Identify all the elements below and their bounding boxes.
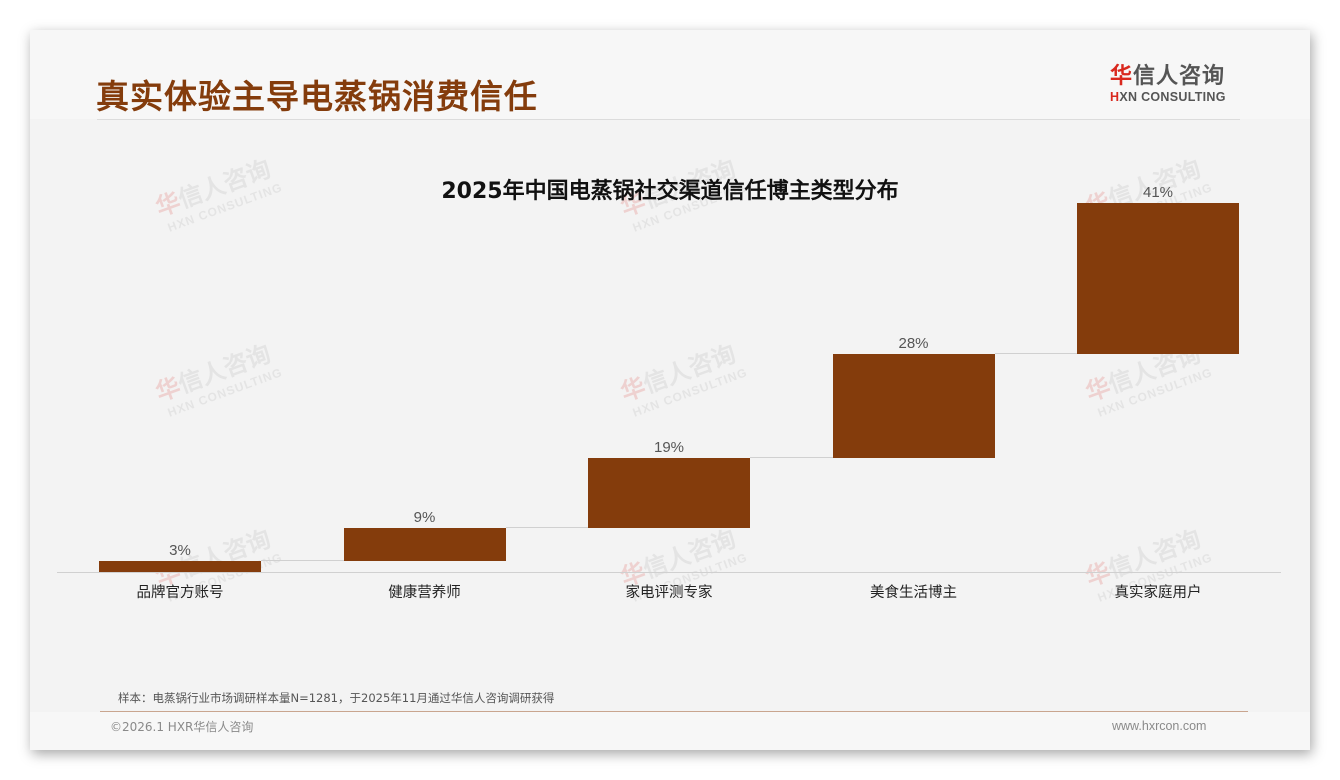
header-band [30,30,1310,119]
bar-5 [1077,203,1239,355]
category-label: 家电评测专家 [625,585,713,601]
brand-logo: 华信人咨询 HXN CONSULTING [1110,64,1250,104]
copyright-text: ©2026.1 HXR华信人咨询 [110,720,254,734]
waterfall-chart: 3% 品牌官方账号 9% 健康营养师 19% 家电评测专家 28% 美食生活博主 41% 真实家庭… [30,30,1310,750]
bar-value-label: 9% [413,508,436,526]
category-label: 美食生活博主 [870,585,957,601]
bar-2 [343,527,506,561]
footer-band [30,712,1310,750]
page-title: 真实体验主导电蒸锅消费信任 [96,77,538,116]
bar-3 [588,457,750,528]
logo-chinese: 华信人咨询 [1110,64,1226,89]
x-axis-line [57,572,1281,573]
connector-line [505,526,588,528]
bar-value-label: 19% [653,438,685,456]
category-label: 品牌官方账号 [136,585,224,601]
header-divider [97,119,1240,120]
slide: 真实体验主导电蒸锅消费信任 华信人咨询 HXN CONSULTING 华信人咨询… [30,30,1310,750]
website-link[interactable]: www.hxrcon.com [1112,719,1207,733]
source-note: 样本：电蒸锅行业市场调研样本量N=1281，于2025年11月通过华信人咨询调研… [118,691,555,705]
bar-value-label: 41% [1142,184,1174,201]
footer-divider [100,711,1248,712]
chart-title: 2025年中国电蒸锅社交渠道信任博主类型分布 [441,179,899,204]
connector-line [261,559,344,561]
category-label: 真实家庭用户 [1114,585,1202,601]
category-label: 健康营养师 [388,585,461,601]
bar-value-label: 3% [169,541,191,559]
bar-1 [99,560,261,572]
bar-value-label: 28% [898,335,929,353]
bar-4 [832,354,995,458]
logo-english: HXN CONSULTING [1110,90,1226,104]
connector-line [994,353,1077,355]
connector-line [750,456,833,458]
